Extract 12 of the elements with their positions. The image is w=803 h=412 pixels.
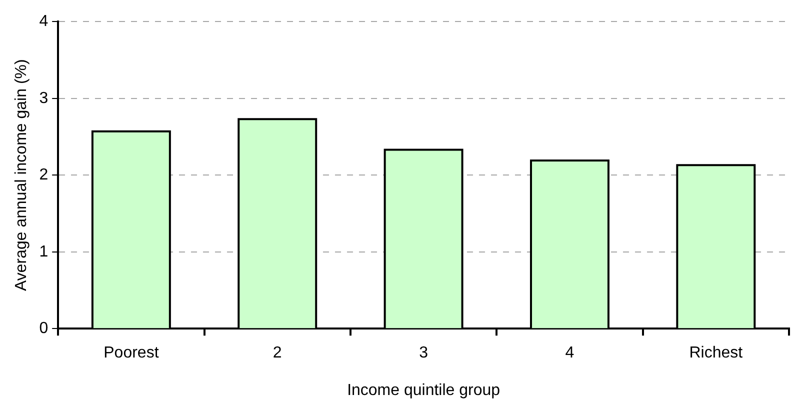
x-tick-label: Richest: [689, 344, 744, 362]
x-axis-title: Income quintile group: [347, 382, 500, 399]
x-tick-label: 4: [565, 344, 574, 362]
y-tick-label: 2: [39, 166, 48, 184]
y-tick-label: 3: [39, 90, 48, 107]
y-tick-label: 4: [39, 13, 48, 30]
y-axis-title: Average annual income gain (%): [13, 59, 30, 292]
x-tick-label: 2: [272, 344, 282, 362]
y-tick-label: 0: [39, 320, 48, 338]
x-tick-label: Poorest: [104, 344, 160, 362]
y-tick-label: 1: [39, 243, 48, 260]
x-tick-label: 3: [419, 344, 428, 362]
